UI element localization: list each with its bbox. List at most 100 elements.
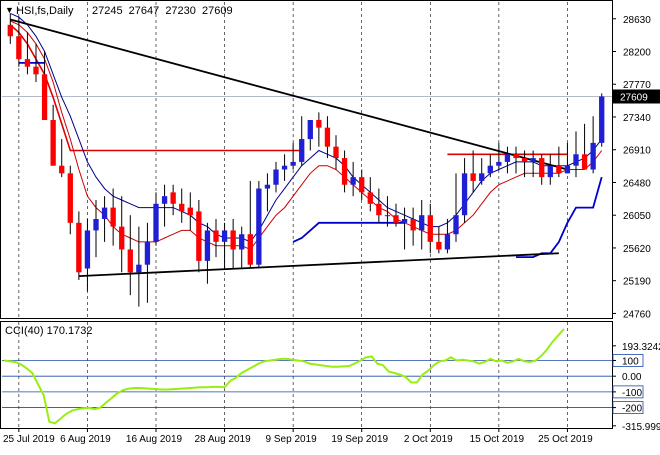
candle-body-bull	[307, 120, 313, 140]
candle-body-bear	[67, 173, 73, 223]
candle-body-bear	[213, 230, 219, 242]
candle-body-bear	[539, 158, 545, 178]
candle-body-bull	[487, 165, 493, 174]
candle-body-bear	[359, 177, 365, 193]
candle-body-bull	[384, 215, 391, 217]
chart-header: ▼ HSI,fs,Daily 27245 27647 27230 27609	[5, 5, 233, 17]
y-tick-label: 26480	[623, 178, 651, 189]
candle	[101, 196, 108, 242]
symbol-label: HSI,fs	[16, 5, 46, 17]
y-tick-label: 28630	[623, 15, 651, 26]
candle-body-bull	[479, 173, 485, 181]
candle	[556, 146, 562, 178]
candle	[599, 93, 605, 147]
cci-y-tick-label: 0.00	[622, 372, 642, 383]
candle-body-bear	[33, 66, 39, 75]
candle-body-bear	[119, 226, 125, 250]
candle	[247, 180, 253, 269]
candle	[513, 146, 519, 174]
candle-body-bull	[93, 219, 99, 231]
candle	[453, 173, 459, 242]
candle	[256, 180, 262, 269]
candle-body-bull	[153, 203, 159, 242]
candle	[179, 188, 185, 223]
moving-average-layer	[10, 12, 603, 251]
candle-body-bear	[76, 222, 82, 273]
candle	[59, 139, 65, 178]
candle-body-bull	[204, 230, 211, 261]
cci-line	[3, 328, 565, 425]
axis-layer: 25 Jul 2019 6 Aug 2019 16 Aug 2019 28 Aug 2…	[3, 15, 660, 445]
candle	[41, 51, 48, 121]
y-tick-label: 25620	[623, 244, 651, 255]
candle	[119, 196, 125, 273]
candle	[213, 219, 219, 258]
candle-body-bear	[367, 192, 373, 204]
candle	[16, 17, 22, 67]
candle-body-bull	[161, 196, 168, 204]
moving-average-blue	[10, 12, 603, 243]
candle-body-bear	[247, 234, 253, 265]
candle	[93, 199, 99, 258]
collapse-arrow-icon[interactable]: ▼	[5, 5, 14, 15]
candle	[341, 150, 348, 193]
candle	[290, 142, 296, 170]
candle	[487, 154, 493, 178]
candle	[299, 116, 305, 166]
candle	[316, 112, 322, 147]
candle-body-bear	[556, 165, 562, 174]
candle-body-bull	[564, 165, 571, 174]
candle-body-bear	[470, 173, 476, 181]
candle-body-bull	[530, 158, 536, 162]
ohlc-close: 27609	[202, 5, 233, 17]
candle	[547, 154, 553, 185]
candle	[401, 207, 408, 250]
candle-body-bull	[573, 154, 579, 166]
candle-body-bull	[273, 169, 279, 185]
svg-text:27245 27647 27: 27245 27647 27230 27609	[92, 5, 233, 17]
candle-body-bear	[333, 146, 339, 159]
resistance-level-line	[9, 24, 302, 152]
candle-body-bear	[581, 154, 588, 170]
candle-layer	[7, 13, 605, 307]
candle	[393, 203, 399, 227]
candle	[504, 146, 511, 174]
candle-body-bear	[196, 211, 202, 261]
x-tick-label: 15 Oct 2019	[470, 434, 525, 445]
candle	[384, 196, 391, 227]
candle-body-bear	[230, 230, 236, 250]
candle-body-bear	[110, 207, 116, 227]
cci-y-tick-label: -200	[622, 404, 642, 415]
candle	[427, 203, 433, 254]
candle-body-bull	[419, 215, 425, 231]
candle	[127, 215, 133, 296]
x-tick-label: 16 Aug 2019	[126, 434, 183, 445]
candle	[196, 199, 202, 273]
candle-body-bull	[221, 230, 228, 242]
candle-body-bear	[41, 74, 48, 121]
candle	[521, 150, 528, 178]
last-price-tag-bg	[613, 89, 660, 104]
x-tick-label: 2 Oct 2019	[404, 434, 453, 445]
candle-body-bear	[436, 241, 442, 250]
candle-body-bull	[350, 177, 356, 185]
candle	[530, 150, 536, 178]
candle	[419, 199, 425, 250]
candle	[67, 165, 73, 235]
candle	[221, 222, 228, 269]
candle	[33, 43, 39, 82]
price-pane-frame	[0, 0, 613, 319]
candle-body-bull	[401, 219, 408, 223]
trendline-layer	[10, 18, 568, 278]
candle-body-bull	[599, 96, 605, 143]
candle-body-bull	[239, 234, 245, 250]
y-tick-label: 27340	[623, 113, 651, 124]
candle-body-bull	[590, 142, 596, 170]
candle-body-bull	[547, 165, 553, 178]
candle-body-bear	[410, 219, 416, 231]
candle	[436, 226, 442, 254]
candle	[153, 192, 159, 246]
candle-body-bull	[496, 161, 502, 166]
candle	[333, 135, 339, 170]
